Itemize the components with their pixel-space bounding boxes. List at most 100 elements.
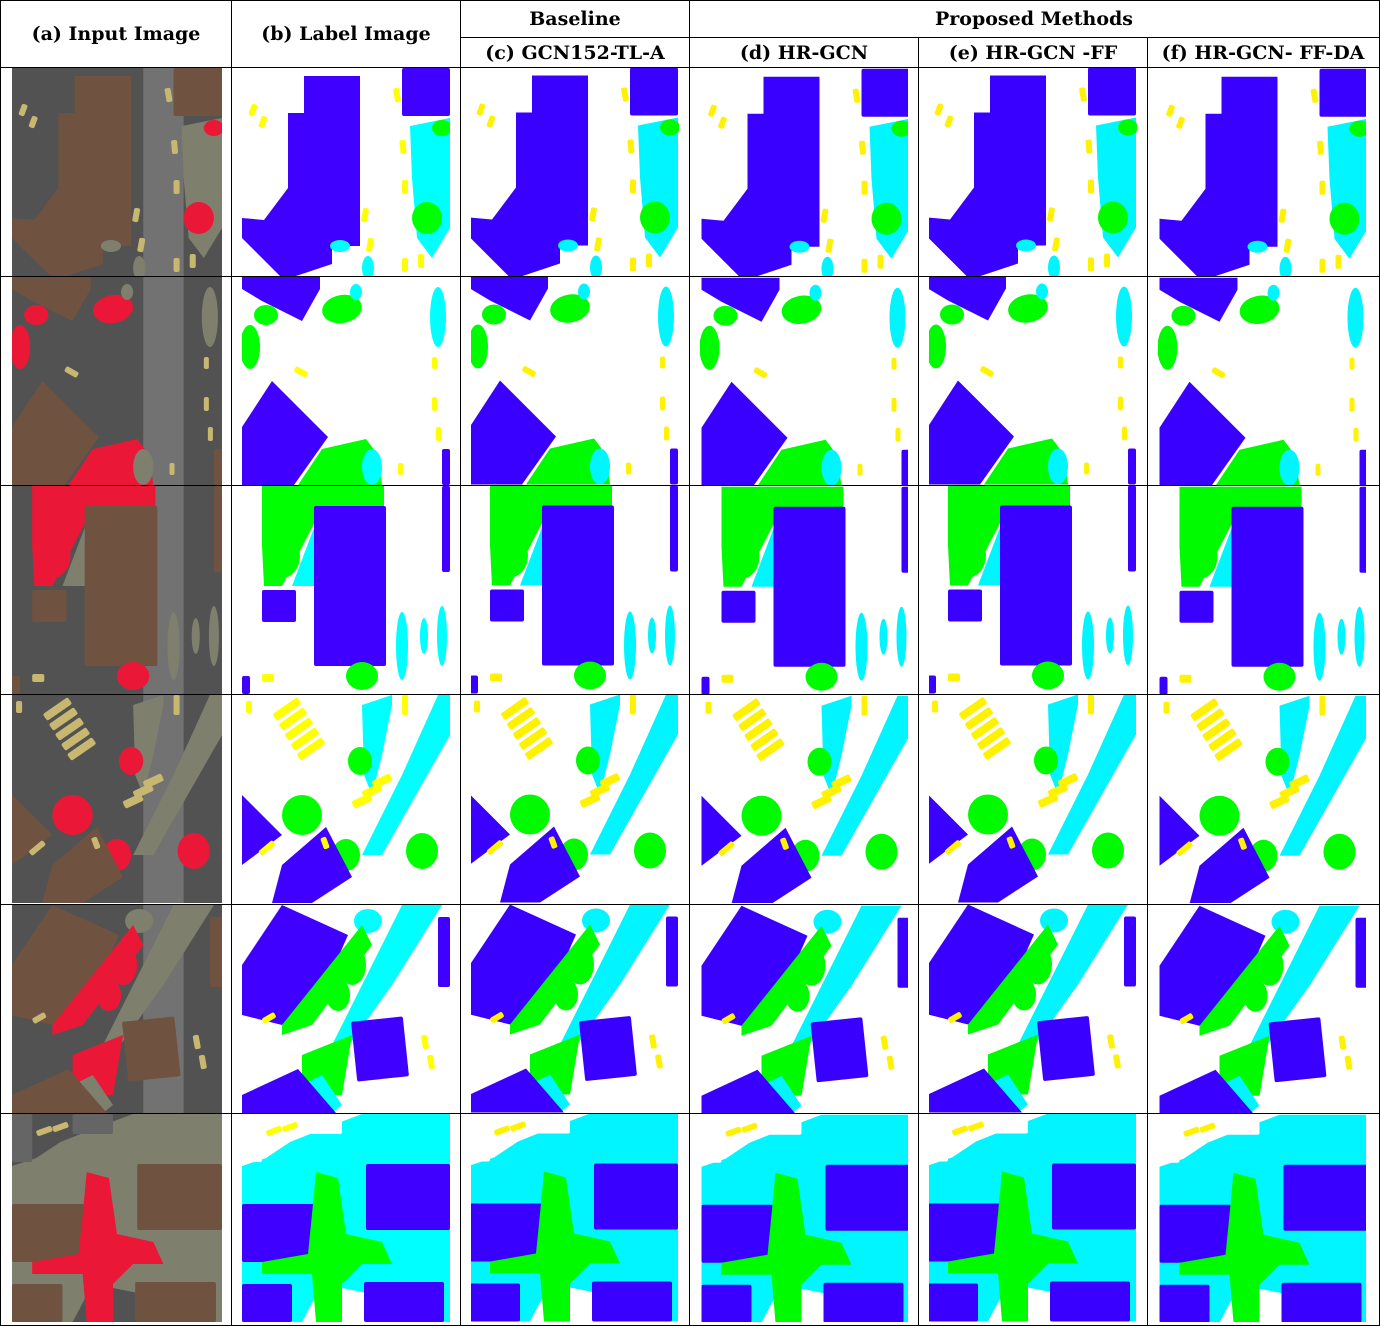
- building-region: [12, 277, 91, 321]
- impervious-region: [988, 1114, 1028, 1134]
- row-1-hr-gcn-image: [700, 68, 908, 276]
- car-region: [1319, 180, 1326, 195]
- building-region: [242, 905, 348, 1025]
- low-vegetation-region: [332, 905, 442, 1055]
- tree-region: [510, 794, 550, 835]
- car-region: [660, 396, 665, 411]
- building-region: [823, 1282, 904, 1322]
- tree-region: [262, 1172, 392, 1322]
- car-region: [1176, 116, 1185, 129]
- building-region: [471, 795, 510, 864]
- tree-region: [348, 747, 372, 775]
- low-vegetation-region: [590, 448, 610, 485]
- building-region: [209, 917, 222, 987]
- car-region: [67, 737, 96, 761]
- row-6-label-image: [242, 1114, 450, 1322]
- building-region: [1159, 676, 1168, 694]
- car-region: [513, 717, 541, 740]
- building-region: [1355, 917, 1366, 988]
- row-4-gcn152-tl-a-image: [471, 695, 679, 903]
- building-region: [314, 506, 386, 666]
- row-5-hr-gcn-ff-image: [929, 905, 1137, 1113]
- tree-region: [968, 924, 1058, 1035]
- tree-region: [700, 325, 720, 370]
- low-vegetation-region: [590, 695, 620, 795]
- low-vegetation-region: [121, 284, 134, 300]
- car-region: [725, 1126, 742, 1137]
- car-region: [486, 840, 504, 855]
- tree-region: [1199, 795, 1240, 836]
- low-vegetation-region: [855, 612, 868, 681]
- car-region: [627, 139, 635, 154]
- low-vegetation-region: [809, 284, 822, 301]
- low-vegetation-region: [100, 240, 122, 252]
- car-region: [744, 718, 773, 741]
- tree-region: [68, 439, 154, 485]
- row-4-hr-gcn-image: [700, 695, 908, 903]
- building-region: [825, 1164, 908, 1231]
- low-vegetation-region: [396, 612, 408, 680]
- row-divider-2: [0, 485, 1380, 486]
- tree-region: [984, 438, 1068, 485]
- low-vegetation-region: [1247, 240, 1268, 253]
- low-vegetation-region: [1123, 605, 1133, 666]
- tree-region: [1349, 120, 1366, 137]
- building-region: [1159, 1069, 1253, 1113]
- car-region: [1335, 254, 1342, 269]
- low-vegetation-region: [167, 612, 180, 680]
- building-region: [242, 381, 328, 485]
- building-region: [861, 68, 908, 117]
- low-vegetation-region: [648, 617, 656, 654]
- car-region: [476, 103, 486, 116]
- car-region: [880, 1035, 889, 1050]
- row-4-hr-gcn-ff-da-image: [1158, 695, 1366, 903]
- car-region: [741, 1122, 758, 1133]
- car-region: [490, 673, 502, 682]
- building-region: [1231, 506, 1304, 667]
- tree-region: [574, 661, 606, 690]
- car-region: [660, 356, 665, 369]
- header-group-divider: [460, 37, 1380, 38]
- row-3-input-image: [12, 486, 222, 694]
- impervious-region: [701, 1114, 722, 1163]
- tree-region: [264, 534, 300, 578]
- building-region: [810, 1017, 869, 1083]
- car-region: [258, 115, 268, 129]
- car-region: [1196, 708, 1225, 731]
- tree-region: [177, 833, 210, 869]
- tree-region: [721, 1172, 852, 1322]
- car-region: [436, 427, 441, 441]
- row-3-hr-gcn-ff-da-image: [1158, 486, 1366, 694]
- building-region: [471, 75, 588, 276]
- row-1-input-image: [12, 68, 222, 276]
- building-region: [701, 1284, 752, 1322]
- tree-region: [1171, 305, 1196, 326]
- tree-region: [203, 120, 222, 136]
- building-region: [213, 486, 222, 572]
- building-region: [701, 1069, 795, 1113]
- low-vegetation-region: [354, 909, 382, 933]
- building-region: [670, 448, 678, 485]
- car-region: [589, 207, 597, 222]
- car-region: [1269, 794, 1290, 809]
- building-region: [438, 917, 450, 987]
- row-divider-5: [0, 1113, 1380, 1114]
- row-1-hr-gcn-ff-da-image: [1158, 68, 1366, 276]
- tree-region: [1263, 662, 1296, 691]
- tree-region: [871, 202, 902, 235]
- car-region: [934, 103, 944, 116]
- building-region: [958, 826, 1038, 903]
- low-vegetation-region: [362, 256, 374, 276]
- car-region: [279, 707, 307, 731]
- tree-region: [52, 925, 144, 1035]
- car-region: [169, 463, 175, 475]
- car-region: [891, 357, 897, 370]
- car-region: [859, 140, 866, 155]
- low-vegetation-region: [208, 606, 219, 666]
- car-region: [1208, 728, 1237, 751]
- car-region: [861, 180, 868, 195]
- car-region: [732, 698, 761, 721]
- car-region: [246, 701, 252, 713]
- col-border-1: [231, 0, 232, 1326]
- building-region: [701, 277, 780, 322]
